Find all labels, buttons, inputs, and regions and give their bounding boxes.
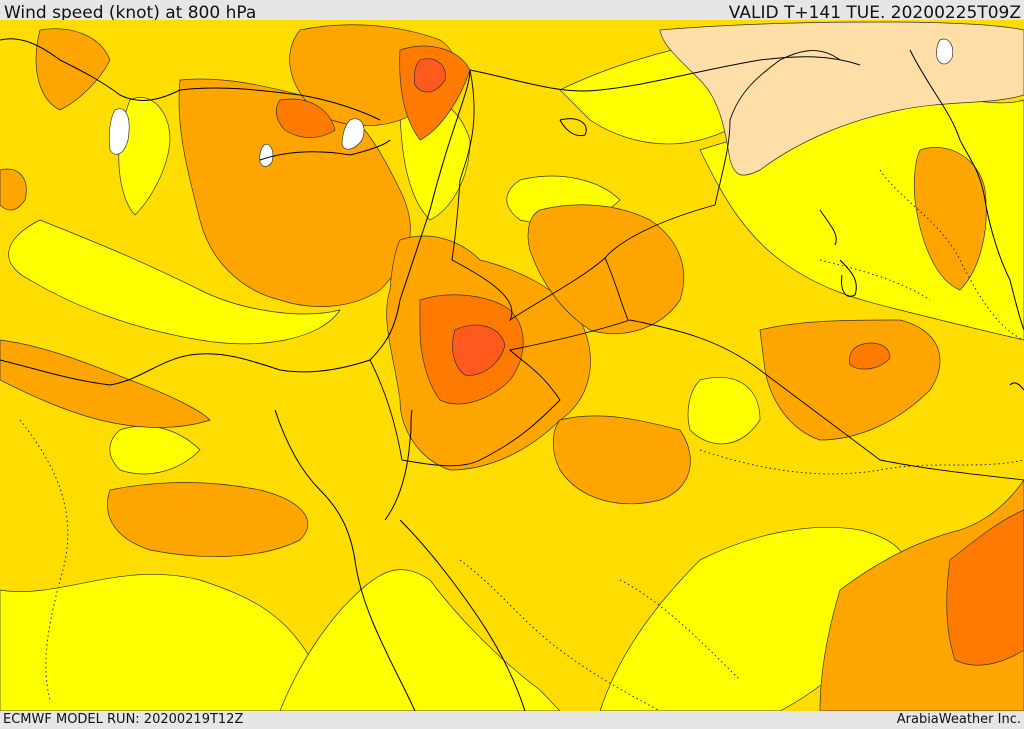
map-title: Wind speed (knot) at 800 hPa xyxy=(4,3,257,23)
dotted-contours xyxy=(19,169,1024,711)
footer-bar: ECMWF MODEL RUN: 20200219T12Z ArabiaWeat… xyxy=(0,711,1024,729)
country-borders xyxy=(369,50,1024,481)
wind-band-30-35 xyxy=(413,58,506,376)
model-run: ECMWF MODEL RUN: 20200219T12Z xyxy=(3,712,244,727)
calm-regions xyxy=(108,21,1024,176)
header-bar: Wind speed (knot) at 800 hPa VALID T+141… xyxy=(0,0,1024,23)
valid-time: VALID T+141 TUE. 20200225T09Z xyxy=(728,3,1021,23)
coastlines xyxy=(0,38,1024,711)
wind-speed-map xyxy=(0,20,1024,711)
credit-label: ArabiaWeather Inc. xyxy=(896,712,1021,727)
map-canvas xyxy=(0,20,1024,711)
